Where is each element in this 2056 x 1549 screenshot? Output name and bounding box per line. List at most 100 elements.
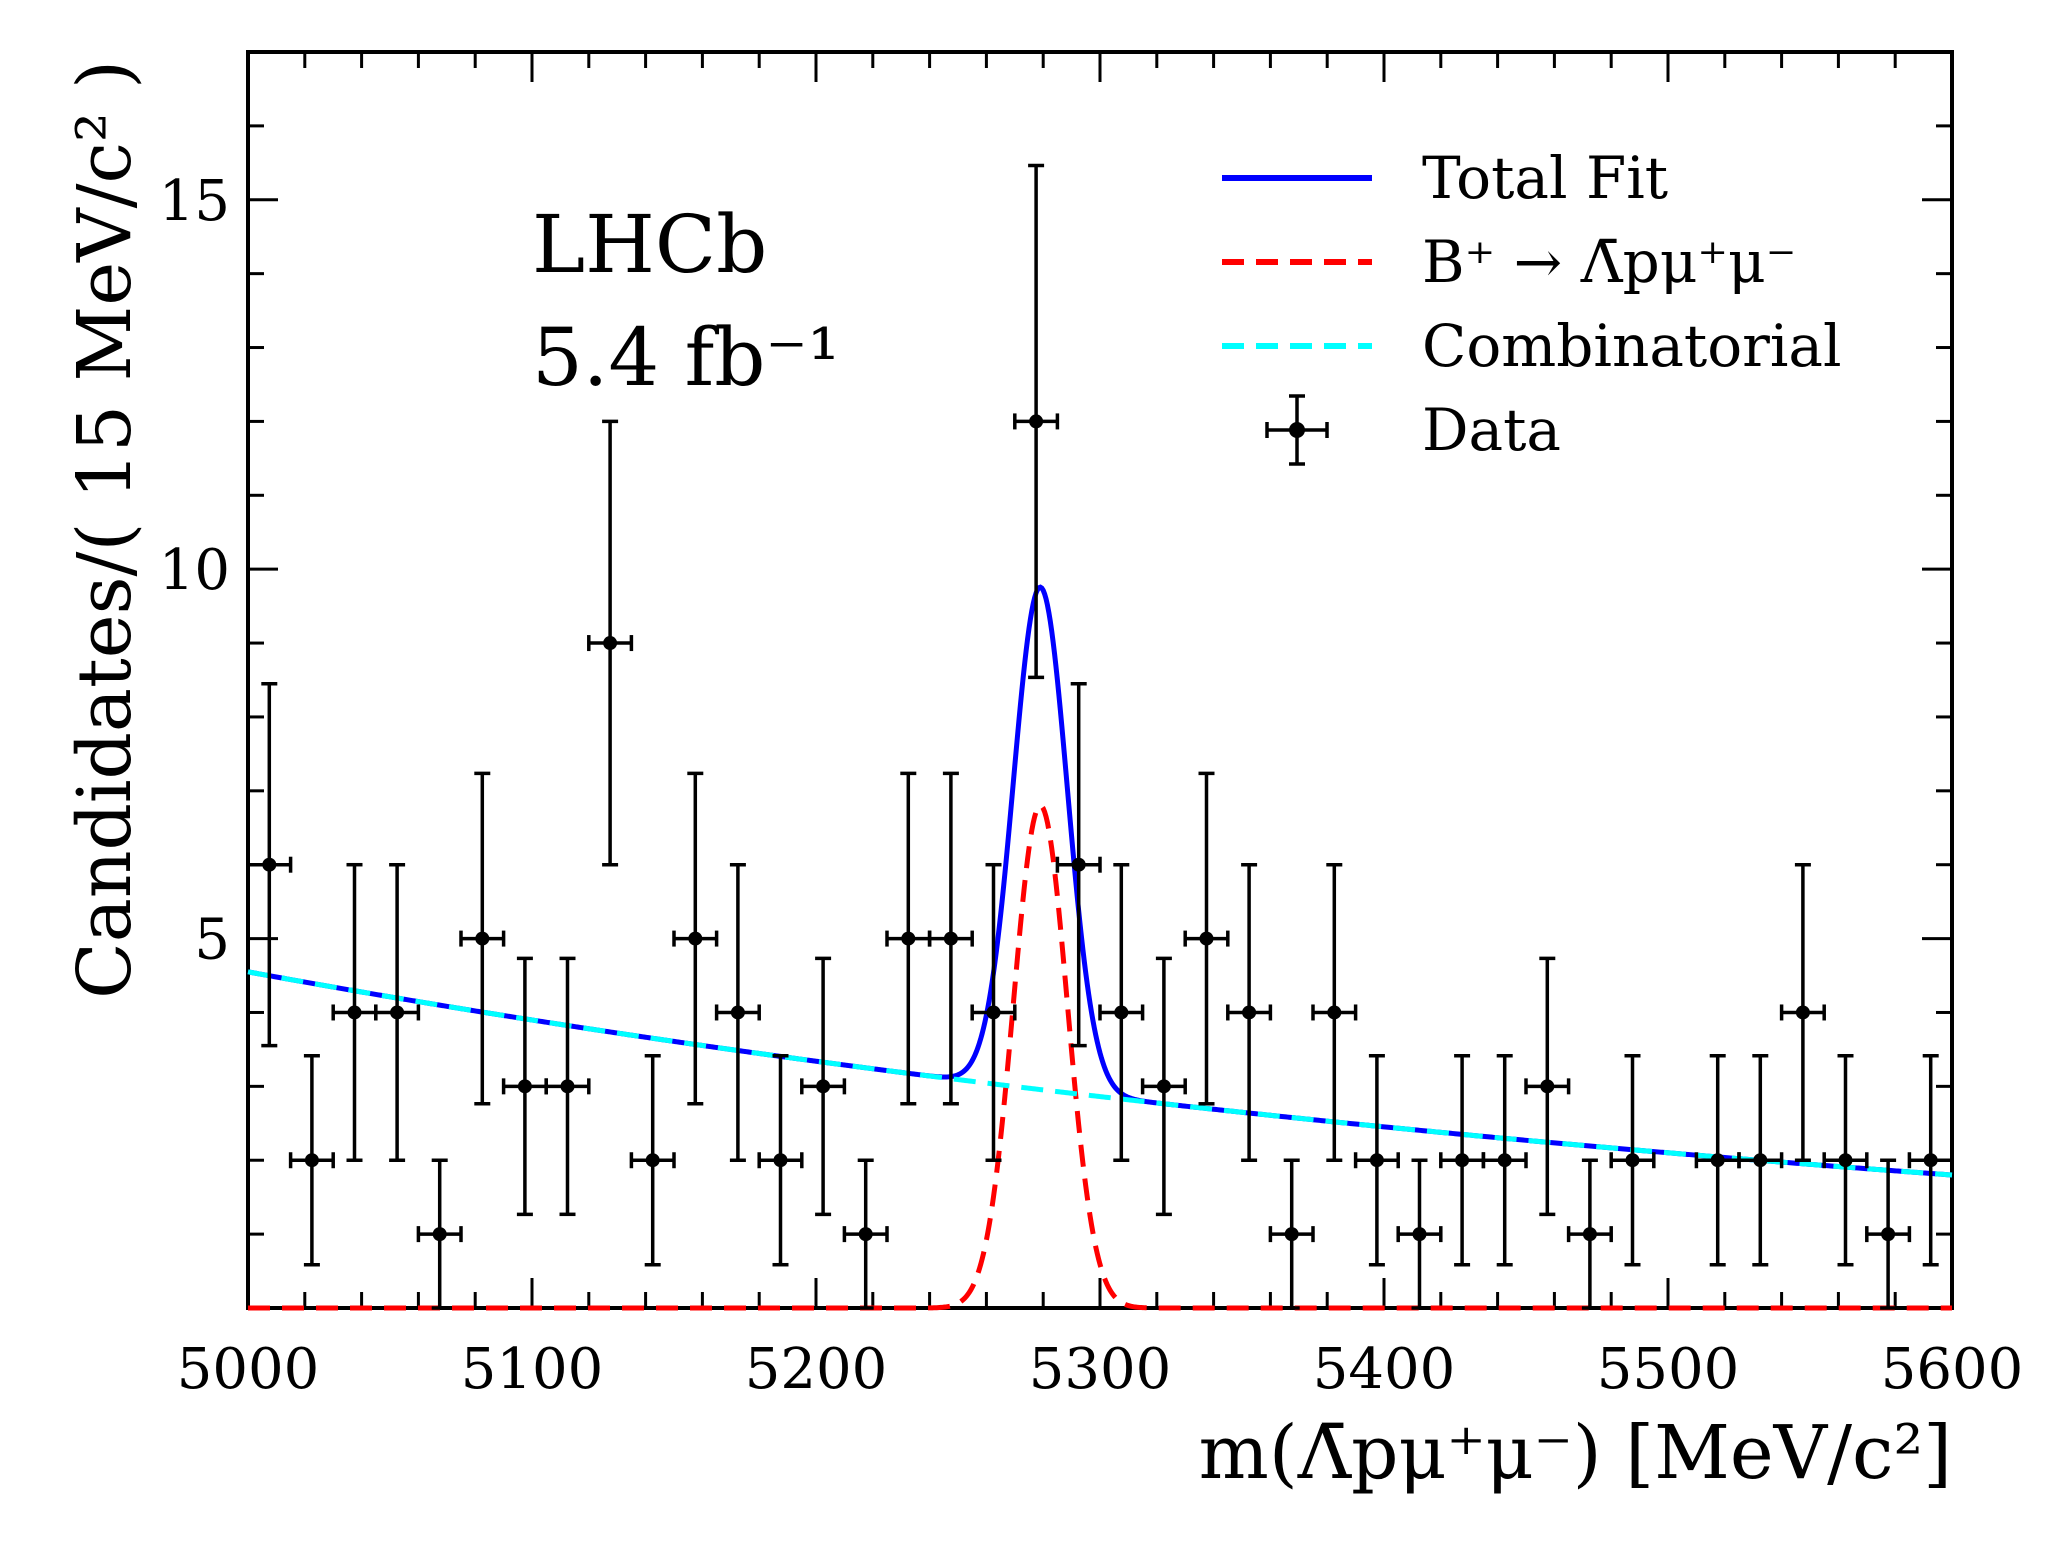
data-point [1779,862,1826,1162]
data-point [1226,862,1273,1162]
data-point [1098,862,1145,1162]
x-tick-label: 5300 [1029,1337,1172,1402]
legend-entry: Combinatorial [1222,312,1842,380]
data-marker [1071,857,1086,872]
legend: Total Fit B⁺ → Λ̄pμ⁺μ⁻ Combinatorial Data [1222,144,1842,466]
data-marker [1327,1005,1342,1020]
data-marker [1284,1227,1299,1242]
data-marker [1412,1227,1427,1242]
data-point [1737,1053,1784,1267]
data-marker [1753,1153,1768,1168]
data-point [842,1158,889,1310]
data-point [459,771,506,1106]
data-point [331,862,378,1162]
tick-labels: 5000 5100 5200 5300 5400 5500 5600 5 10 15 [159,169,2024,1402]
y-tick-label: 5 [194,908,230,973]
data-point [587,419,634,867]
data-marker [1455,1153,1470,1168]
data-points [246,163,1954,1310]
data-marker [986,1005,1001,1020]
x-tick-label: 5500 [1597,1337,1740,1402]
data-point [1566,1158,1613,1310]
data-point [1439,1053,1486,1267]
legend-entry: B⁺ → Λ̄pμ⁺μ⁻ [1222,228,1796,296]
data-point [1396,1158,1443,1310]
data-marker [304,1153,319,1168]
data-point [1013,163,1060,680]
data-point [672,771,719,1106]
data-marker [1199,931,1214,946]
data-marker [517,1079,532,1094]
legend-label: B⁺ → Λ̄pμ⁺μ⁻ [1422,228,1796,296]
data-marker [390,1005,405,1020]
data-point [1268,1158,1315,1310]
data-point [1140,956,1187,1217]
legend-marker [1289,422,1305,438]
signal-curve [248,802,1952,1311]
data-marker [1795,1005,1810,1020]
y-tick-label: 15 [159,169,230,234]
data-marker [1881,1227,1896,1242]
data-marker [1242,1005,1257,1020]
data-point [374,862,421,1162]
data-point [1311,862,1358,1162]
data-point [629,1053,676,1267]
data-marker [347,1005,362,1020]
data-point [1822,1053,1869,1267]
axis-ticks [246,50,1954,1308]
luminosity-label: 5.4 fb⁻¹ [532,311,840,404]
data-point [416,1158,463,1310]
data-point [885,771,932,1106]
data-marker [730,1005,745,1020]
y-tick-label: 10 [159,538,230,603]
data-marker [1923,1153,1938,1168]
data-point [1055,681,1102,1048]
legend-entry: Total Fit [1222,144,1668,212]
x-axis-title: m(Λ̄pμ⁺μ⁻) [MeV/c²] [1199,1410,1952,1496]
legend-label: Total Fit [1422,144,1668,212]
data-marker [816,1079,831,1094]
data-point [714,862,761,1162]
legend-label: Data [1422,396,1561,464]
data-marker [1540,1079,1555,1094]
data-point [1353,1053,1400,1267]
data-point [1907,1053,1954,1267]
data-point [1609,1053,1656,1267]
experiment-label: LHCb [532,198,767,291]
data-point [1694,1053,1741,1267]
data-marker [943,931,958,946]
y-axis-title: Candidates/( 15 MeV/c² ) [62,60,148,999]
data-marker [1497,1153,1512,1168]
x-tick-label: 5100 [461,1337,604,1402]
x-tick-label: 5400 [1313,1337,1456,1402]
x-tick-label: 5200 [745,1337,888,1402]
x-tick-label: 5000 [177,1337,320,1402]
data-point [501,956,548,1217]
data-marker [1710,1153,1725,1168]
data-point [800,956,847,1217]
x-tick-label: 5600 [1881,1337,2024,1402]
data-marker [1838,1153,1853,1168]
data-point [927,771,974,1106]
data-point [288,1053,335,1267]
data-marker [560,1079,575,1094]
data-marker [1625,1153,1640,1168]
legend-label: Combinatorial [1422,312,1842,380]
fit-curves [247,584,1953,1311]
data-point [1524,956,1571,1217]
combinatorial-curve [247,969,1953,1178]
data-point [1865,1158,1912,1310]
data-marker [901,931,916,946]
data-point [1183,771,1230,1106]
legend-entry: Data [1265,394,1561,466]
data-marker [1156,1079,1171,1094]
data-marker [1114,1005,1129,1020]
data-point [1481,1053,1528,1267]
data-marker [688,931,703,946]
data-marker [432,1227,447,1242]
data-marker [475,931,490,946]
data-point [246,681,293,1048]
data-point [757,1053,804,1267]
data-marker [603,636,618,651]
